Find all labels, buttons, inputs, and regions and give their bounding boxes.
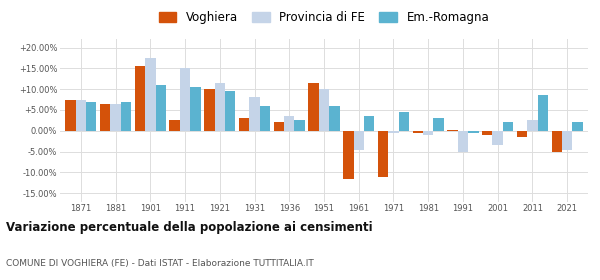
Bar: [562, 131, 572, 150]
Bar: [413, 131, 423, 133]
Bar: [319, 89, 329, 131]
Bar: [423, 131, 433, 135]
Bar: [433, 118, 444, 131]
Bar: [284, 116, 295, 131]
Bar: [121, 102, 131, 131]
Bar: [295, 120, 305, 131]
Bar: [110, 104, 121, 131]
Bar: [86, 102, 97, 131]
Bar: [468, 131, 479, 133]
Bar: [353, 131, 364, 150]
Bar: [343, 131, 353, 179]
Bar: [204, 89, 215, 131]
Bar: [155, 85, 166, 131]
Bar: [503, 122, 514, 131]
Bar: [169, 120, 180, 131]
Bar: [448, 130, 458, 131]
Text: COMUNE DI VOGHIERA (FE) - Dati ISTAT - Elaborazione TUTTITALIA.IT: COMUNE DI VOGHIERA (FE) - Dati ISTAT - E…: [6, 259, 314, 268]
Bar: [329, 106, 340, 131]
Text: Variazione percentuale della popolazione ai censimenti: Variazione percentuale della popolazione…: [6, 221, 373, 234]
Bar: [134, 66, 145, 131]
Bar: [517, 131, 527, 137]
Legend: Voghiera, Provincia di FE, Em.-Romagna: Voghiera, Provincia di FE, Em.-Romagna: [155, 7, 493, 27]
Bar: [145, 58, 155, 131]
Bar: [250, 97, 260, 131]
Bar: [274, 122, 284, 131]
Bar: [493, 131, 503, 145]
Bar: [458, 131, 468, 152]
Bar: [65, 100, 76, 131]
Bar: [378, 131, 388, 177]
Bar: [190, 87, 200, 131]
Bar: [527, 120, 538, 131]
Bar: [260, 106, 270, 131]
Bar: [308, 83, 319, 131]
Bar: [551, 131, 562, 152]
Bar: [388, 131, 398, 133]
Bar: [215, 83, 225, 131]
Bar: [239, 118, 250, 131]
Bar: [538, 95, 548, 131]
Bar: [572, 122, 583, 131]
Bar: [482, 131, 493, 135]
Bar: [364, 116, 374, 131]
Bar: [225, 91, 235, 131]
Bar: [100, 104, 110, 131]
Bar: [180, 68, 190, 131]
Bar: [398, 112, 409, 131]
Bar: [76, 100, 86, 131]
